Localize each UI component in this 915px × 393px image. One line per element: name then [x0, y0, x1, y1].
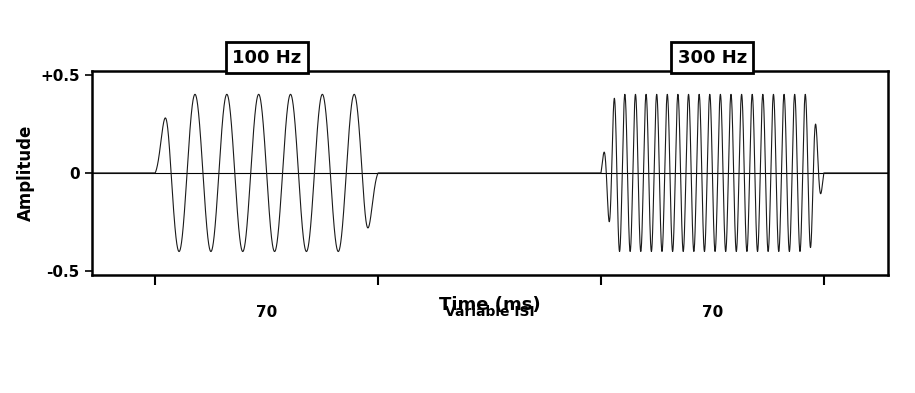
Text: 70: 70 [256, 305, 277, 320]
Y-axis label: Amplitude: Amplitude [16, 125, 35, 221]
Text: 70: 70 [702, 305, 723, 320]
Text: 300 Hz: 300 Hz [678, 49, 747, 67]
Text: Variable ISI: Variable ISI [445, 305, 534, 319]
X-axis label: Time (ms): Time (ms) [438, 296, 541, 314]
Text: 100 Hz: 100 Hz [232, 49, 301, 67]
